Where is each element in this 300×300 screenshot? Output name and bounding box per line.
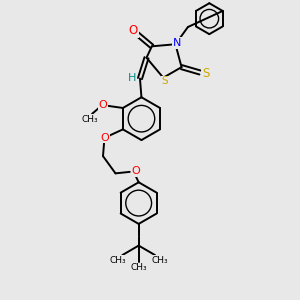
Text: S: S (202, 68, 210, 80)
Text: O: O (99, 100, 107, 110)
Text: H: H (128, 73, 136, 83)
Text: CH₃: CH₃ (130, 263, 147, 272)
Text: CH₃: CH₃ (151, 256, 168, 265)
Text: N: N (173, 38, 181, 48)
Text: O: O (128, 24, 138, 37)
Text: CH₃: CH₃ (110, 256, 126, 265)
Text: S: S (161, 76, 168, 86)
Text: O: O (131, 166, 140, 176)
Text: CH₃: CH₃ (82, 115, 98, 124)
Text: O: O (101, 133, 110, 143)
